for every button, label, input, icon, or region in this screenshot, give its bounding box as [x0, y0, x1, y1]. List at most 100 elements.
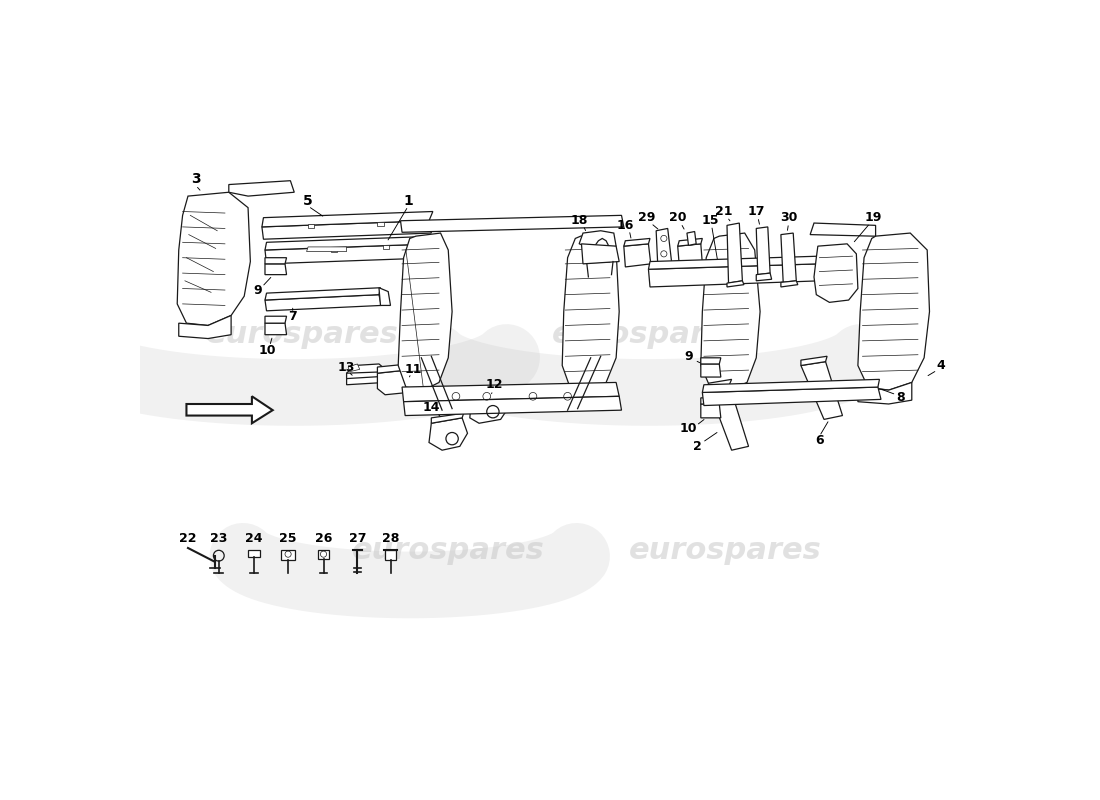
Polygon shape	[308, 224, 315, 229]
Polygon shape	[810, 223, 876, 236]
Text: 20: 20	[669, 211, 686, 224]
Text: 23: 23	[210, 532, 228, 546]
Polygon shape	[472, 391, 505, 400]
Polygon shape	[624, 244, 651, 267]
Text: 4: 4	[937, 359, 945, 372]
Text: 6: 6	[815, 434, 824, 447]
Text: 13: 13	[338, 361, 355, 374]
Text: 26: 26	[315, 532, 332, 546]
Polygon shape	[186, 396, 273, 423]
Polygon shape	[377, 363, 416, 373]
Polygon shape	[377, 222, 384, 226]
Polygon shape	[403, 382, 619, 402]
Text: 9: 9	[684, 350, 693, 362]
Polygon shape	[649, 256, 820, 270]
Polygon shape	[703, 379, 880, 393]
Polygon shape	[398, 233, 452, 390]
Polygon shape	[400, 215, 624, 232]
Polygon shape	[262, 221, 431, 239]
Text: 5: 5	[304, 194, 313, 209]
Polygon shape	[678, 238, 703, 246]
Polygon shape	[431, 414, 464, 423]
Text: 15: 15	[702, 214, 718, 227]
Polygon shape	[781, 233, 796, 282]
Text: 30: 30	[780, 211, 798, 224]
Text: 22: 22	[179, 532, 197, 546]
Text: 8: 8	[896, 391, 905, 404]
Text: 21: 21	[715, 205, 733, 218]
Text: 14: 14	[422, 402, 440, 414]
Text: eurospares: eurospares	[352, 536, 544, 565]
Text: eurospares: eurospares	[552, 320, 745, 349]
Polygon shape	[582, 244, 619, 264]
Polygon shape	[708, 385, 749, 450]
Polygon shape	[265, 258, 286, 264]
Polygon shape	[265, 288, 381, 300]
Polygon shape	[331, 247, 338, 251]
Text: 25: 25	[279, 532, 297, 546]
Text: 18: 18	[571, 214, 587, 227]
Text: 2: 2	[693, 440, 702, 453]
Polygon shape	[265, 323, 286, 334]
Polygon shape	[649, 264, 821, 287]
Polygon shape	[708, 379, 732, 389]
Polygon shape	[178, 315, 231, 338]
Text: 24: 24	[245, 532, 263, 546]
Polygon shape	[265, 316, 286, 323]
Text: 9: 9	[253, 283, 262, 297]
Polygon shape	[656, 229, 671, 264]
Text: 7: 7	[288, 310, 297, 322]
Polygon shape	[346, 364, 388, 385]
Polygon shape	[624, 238, 650, 246]
Polygon shape	[562, 233, 619, 390]
Polygon shape	[701, 398, 721, 404]
Text: 11: 11	[405, 363, 422, 376]
Polygon shape	[265, 264, 286, 274]
Polygon shape	[701, 233, 760, 390]
Polygon shape	[377, 370, 418, 394]
Polygon shape	[686, 231, 696, 246]
Polygon shape	[282, 550, 295, 560]
Polygon shape	[348, 364, 360, 372]
Polygon shape	[470, 396, 508, 423]
Polygon shape	[318, 550, 329, 558]
Text: 28: 28	[382, 532, 399, 546]
Text: 27: 27	[349, 532, 366, 546]
Polygon shape	[249, 550, 261, 558]
Polygon shape	[801, 356, 827, 366]
Polygon shape	[727, 281, 744, 287]
Polygon shape	[814, 244, 858, 302]
Text: 3: 3	[191, 172, 200, 186]
Polygon shape	[383, 245, 389, 250]
Text: 29: 29	[638, 211, 656, 224]
Polygon shape	[378, 288, 390, 306]
Text: eurospares: eurospares	[206, 320, 398, 349]
Polygon shape	[757, 273, 772, 281]
Polygon shape	[307, 247, 346, 251]
Text: 1: 1	[404, 194, 414, 208]
Polygon shape	[801, 362, 843, 419]
Text: 17: 17	[748, 205, 764, 218]
Polygon shape	[346, 372, 388, 378]
Polygon shape	[858, 382, 912, 404]
Text: 10: 10	[680, 422, 697, 435]
Polygon shape	[385, 550, 396, 560]
Polygon shape	[177, 192, 251, 326]
Polygon shape	[404, 396, 622, 415]
Polygon shape	[429, 418, 468, 450]
Polygon shape	[858, 233, 930, 390]
Polygon shape	[265, 244, 437, 264]
Polygon shape	[781, 281, 798, 287]
Polygon shape	[580, 230, 616, 249]
Text: 16: 16	[617, 219, 634, 232]
Polygon shape	[265, 236, 437, 250]
Polygon shape	[262, 211, 433, 227]
Text: 19: 19	[865, 211, 882, 224]
Polygon shape	[265, 294, 382, 311]
Text: 10: 10	[258, 344, 276, 357]
Text: 12: 12	[486, 378, 503, 391]
Polygon shape	[701, 404, 721, 418]
Text: eurospares: eurospares	[629, 536, 822, 565]
Polygon shape	[727, 223, 742, 283]
Polygon shape	[703, 387, 881, 406]
